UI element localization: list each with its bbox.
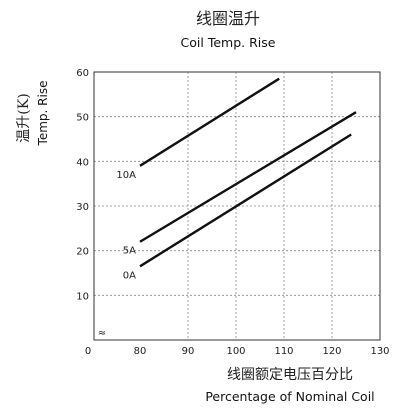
series-lines [139,77,357,268]
x-tick-label: 130 [370,346,389,357]
series-line [139,77,280,167]
axis-ticks: 80 90 100 110 120 130 0 10 20 30 40 50 60 [76,68,389,357]
x-origin-label: 0 [85,346,91,357]
y-tick-label: 50 [76,113,89,124]
plot-frame [93,71,381,341]
x-tick-label: 90 [182,346,195,357]
x-axis-label-en: Percentage of Nominal Coil [205,389,374,404]
chart-title: 线圈温升 [196,9,260,28]
series-label: 0A [123,270,136,281]
x-tick-label: 100 [226,346,245,357]
series-label: 10A [116,170,136,181]
y-axis-label-en: Temp. Rise [36,81,50,147]
chart-subtitle: Coil Temp. Rise [181,35,276,50]
series-label: 5A [123,246,136,257]
y-axis-label: 温升(K) [16,93,32,142]
y-tick-label: 30 [76,202,89,213]
series-labels: 10A 5A 0A [116,170,136,281]
y-tick-label: 40 [76,157,89,168]
series-line [139,133,352,268]
x-tick-label: 110 [274,346,293,357]
series-line [139,111,357,243]
x-tick-label: 80 [134,346,147,357]
x-axis-label: 线圈额定电压百分比 [227,367,353,383]
y-tick-label: 60 [76,68,89,79]
y-tick-label: 20 [76,247,89,258]
y-tick-label: 10 [76,291,89,302]
x-tick-label: 120 [322,346,341,357]
axis-break-mark: ≈ [98,328,106,339]
